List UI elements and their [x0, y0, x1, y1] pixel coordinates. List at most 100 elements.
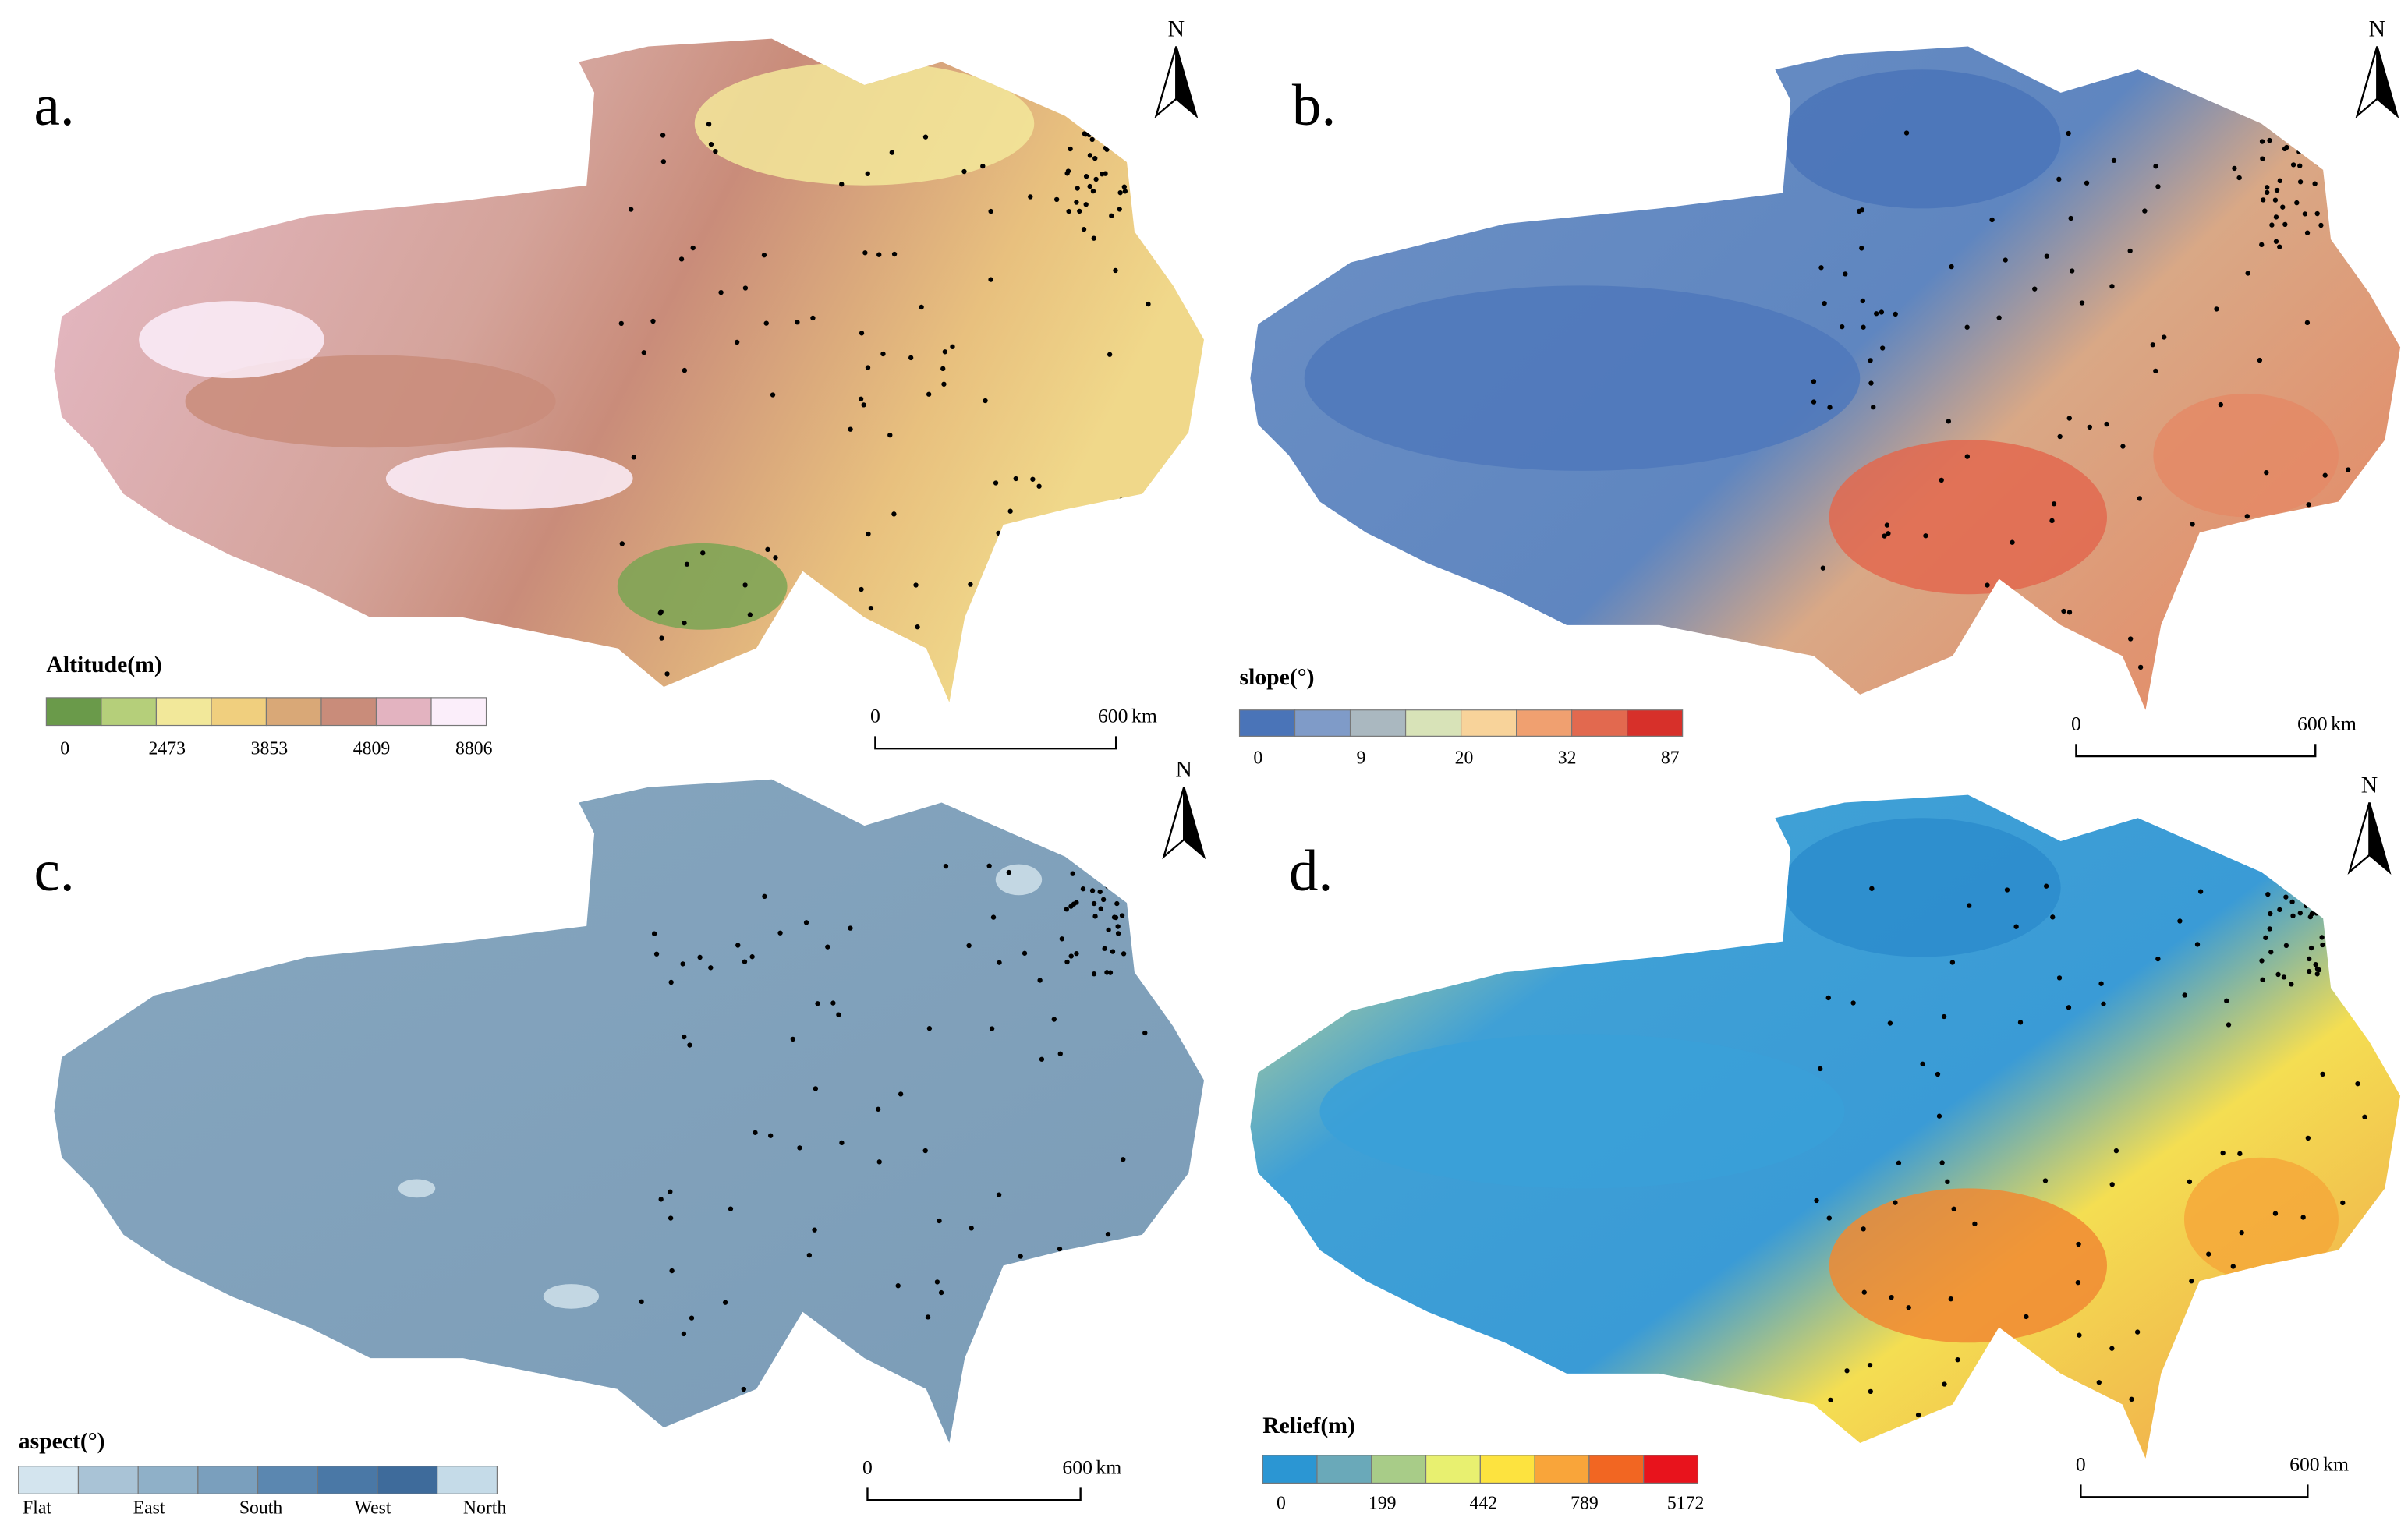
site-point [2282, 221, 2288, 228]
site-point [2274, 187, 2280, 193]
site-point [763, 652, 769, 658]
legend-label: 32 [1558, 748, 1577, 769]
site-point [1064, 959, 1070, 965]
site-point [1092, 914, 1098, 919]
site-point [2259, 958, 2265, 964]
site-point [2304, 897, 2309, 902]
site-point [1119, 913, 1125, 918]
site-point [2345, 614, 2350, 620]
map [54, 38, 1204, 702]
site-point [752, 1130, 758, 1135]
site-point [848, 925, 853, 931]
site-point [741, 1386, 746, 1392]
site-point [810, 315, 816, 321]
site-point [2296, 1335, 2301, 1340]
site-point [925, 1314, 931, 1320]
site-point [1867, 1362, 1873, 1368]
site-point [1939, 1160, 1945, 1165]
site-point [2316, 967, 2322, 973]
scale-unit: km [1131, 705, 1157, 727]
site-point [895, 1283, 901, 1289]
site-point [876, 1159, 882, 1165]
site-point [1946, 419, 1952, 424]
site-point [1868, 380, 1874, 386]
legend-label: 199 [1369, 1494, 1397, 1514]
site-point [868, 605, 874, 611]
site-point [988, 277, 993, 282]
site-point [968, 582, 973, 587]
site-point [2311, 147, 2316, 152]
site-point [2307, 914, 2313, 920]
site-point [1939, 477, 1944, 483]
site-point [993, 480, 999, 486]
site-point [2066, 1005, 2072, 1010]
site-point [2070, 268, 2075, 274]
site-point [983, 398, 988, 404]
site-point [980, 163, 986, 169]
site-point [1087, 183, 1092, 189]
site-point [889, 150, 895, 155]
site-point [1996, 315, 2002, 320]
site-point [1949, 264, 1954, 270]
legend-swatch [320, 697, 377, 727]
site-point [2316, 161, 2321, 167]
legend-swatch [137, 1466, 199, 1494]
site-point [2066, 416, 2072, 421]
site-point [1097, 889, 1103, 895]
scale-start: 0 [2076, 1453, 2086, 1476]
site-point [2153, 164, 2158, 169]
site-point [2218, 401, 2224, 408]
legend-swatch [18, 1466, 80, 1494]
site-point [1105, 883, 1110, 890]
site-point [861, 402, 866, 408]
site-point [825, 944, 830, 950]
site-point [734, 339, 740, 345]
site-point [1068, 904, 1074, 909]
site-point [1843, 271, 1848, 277]
site-point [802, 638, 808, 643]
site-point [2017, 1020, 2024, 1025]
site-point [728, 1206, 734, 1211]
legend-title: slope(°) [1240, 665, 1315, 690]
terrain-area [1829, 1188, 2107, 1343]
legend-title: Altitude(m) [46, 653, 161, 677]
site-point [1052, 629, 1058, 635]
site-point [2224, 998, 2229, 1004]
site-point [988, 208, 993, 214]
site-point [1122, 889, 1128, 894]
site-point [2068, 215, 2073, 221]
site-point [682, 1034, 687, 1040]
site-point [1936, 1113, 1942, 1119]
site-point [2232, 165, 2237, 172]
site-point [618, 320, 624, 327]
site-point [2283, 894, 2289, 900]
site-point [2245, 271, 2250, 276]
site-point [1105, 1231, 1111, 1237]
legend-label: 3853 [251, 739, 289, 759]
legend-label: West [355, 1498, 391, 1519]
site-point [1844, 1368, 1850, 1374]
site-point [2259, 139, 2265, 144]
site-point [1083, 202, 1089, 207]
site-point [2269, 222, 2275, 228]
site-point [1868, 1388, 1873, 1395]
site-point [2105, 653, 2110, 658]
site-point [2003, 257, 2008, 263]
site-point [2313, 962, 2318, 967]
site-point [996, 1192, 1002, 1197]
site-point [1850, 1000, 1856, 1006]
site-point [2257, 357, 2263, 363]
site-point [706, 121, 712, 127]
site-point [2282, 146, 2288, 152]
site-point [2032, 286, 2038, 292]
site-point [926, 391, 932, 397]
site-point [1861, 1226, 1866, 1232]
site-point [2283, 1371, 2289, 1377]
site-point [2061, 608, 2066, 614]
site-point [2319, 935, 2325, 940]
site-point [2120, 444, 2126, 449]
site-point [1811, 379, 1817, 384]
site-point [2244, 514, 2250, 519]
site-point [2297, 911, 2303, 916]
